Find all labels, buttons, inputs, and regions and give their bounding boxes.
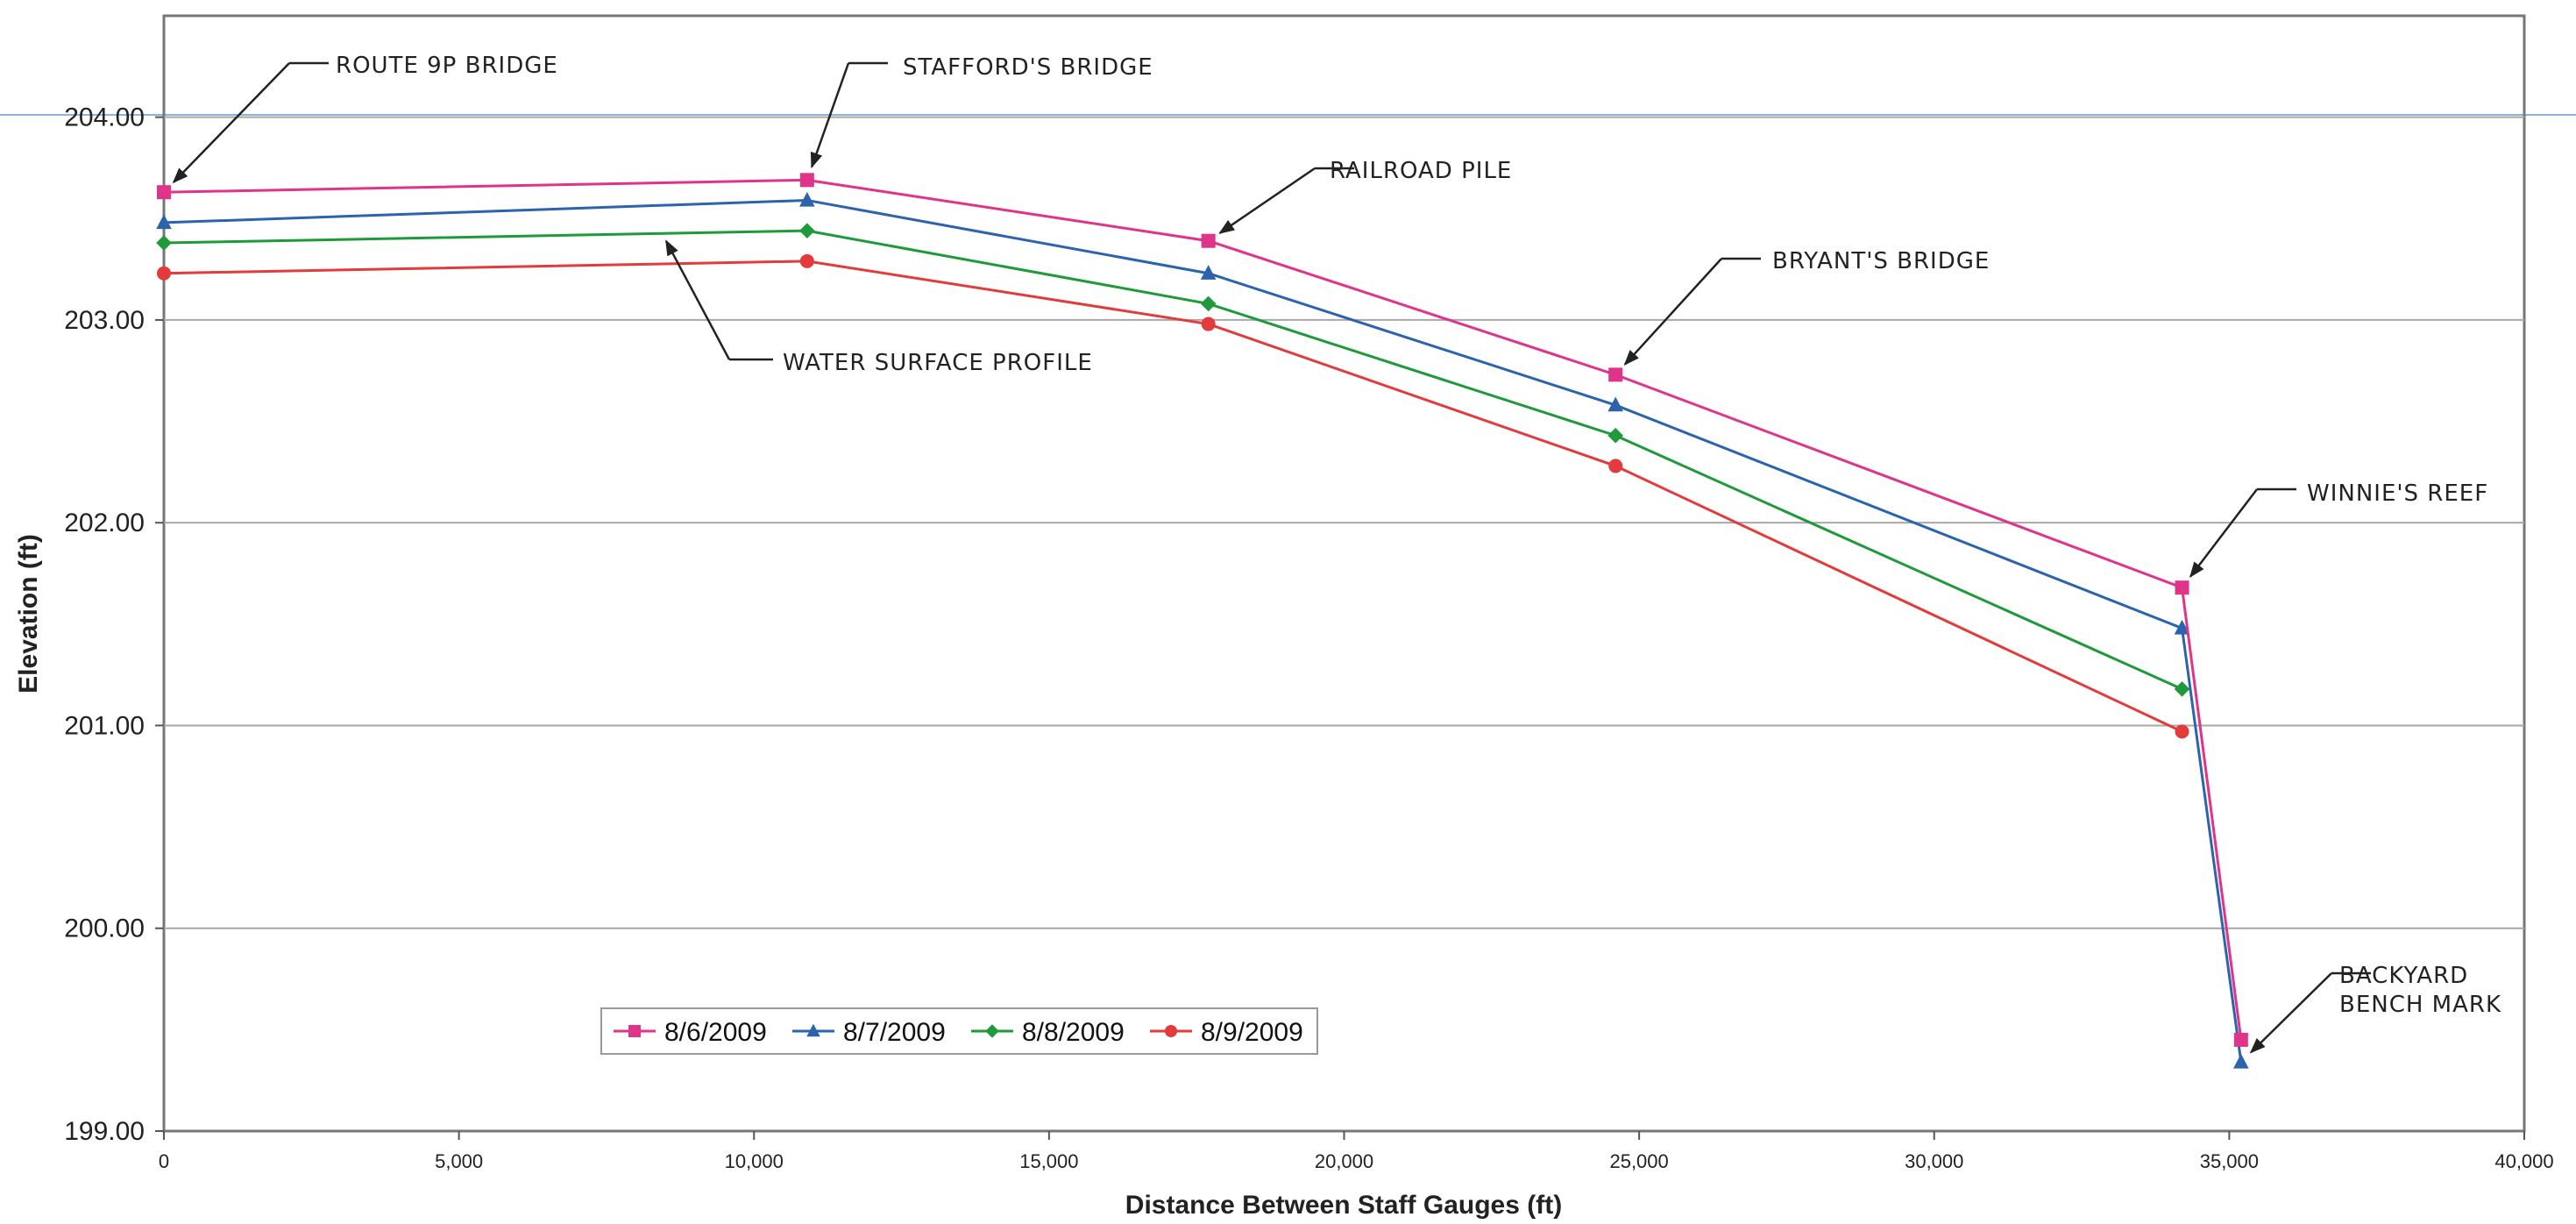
legend-swatch-marker xyxy=(985,1024,999,1038)
series-8-7-2009 xyxy=(156,191,2249,1069)
data-point xyxy=(799,173,814,188)
y-tick-label: 202.00 xyxy=(64,509,145,537)
data-point xyxy=(2174,619,2190,635)
legend-item: 8/7/2009 xyxy=(792,1018,946,1047)
x-tick-label: 15,000 xyxy=(1019,1150,1078,1172)
annotation-backyard-bench-mark: BACKYARD BENCH MARK xyxy=(2249,963,2501,1054)
legend-swatch-marker xyxy=(628,1025,641,1037)
y-tick-label: 201.00 xyxy=(64,711,145,740)
data-point xyxy=(156,235,172,251)
legend-item: 8/9/2009 xyxy=(1150,1018,1303,1047)
annotation-arrow xyxy=(2249,972,2332,1054)
annotation-arrow xyxy=(172,62,290,184)
grid-lines xyxy=(164,116,2524,929)
series-8-6-2009 xyxy=(157,173,2248,1047)
annotation-arrow xyxy=(2189,488,2258,579)
data-point xyxy=(1607,427,1623,444)
x-tick-label: 0 xyxy=(159,1150,169,1172)
data-point xyxy=(2174,681,2190,697)
data-point xyxy=(799,223,815,238)
series-line xyxy=(163,260,2183,733)
legend-swatch-marker xyxy=(806,1023,820,1037)
data-point xyxy=(1201,233,1216,248)
annotation-label: ROUTE 9P BRIDGE xyxy=(336,53,558,79)
annotation-label: WINNIE'S REEF xyxy=(2307,480,2488,507)
data-point xyxy=(1608,459,1623,473)
annotation-arrow xyxy=(1623,258,1722,366)
data-point xyxy=(2175,724,2189,739)
legend-label: 8/7/2009 xyxy=(843,1018,946,1047)
data-point xyxy=(1608,367,1623,382)
annotations: ROUTE 9P BRIDGE STAFFORD'S BRIDGE RAILROAD… xyxy=(172,53,2501,1054)
data-point xyxy=(2233,1053,2249,1069)
x-tick-label: 10,000 xyxy=(725,1150,784,1172)
y-tick-label: 203.00 xyxy=(64,306,145,335)
annotation-label: BACKYARD xyxy=(2339,963,2468,989)
x-axis: 0 5,000 10,000 15,000 20,000 25,000 30,000 35,0… xyxy=(159,1131,2554,1172)
series-line xyxy=(163,198,2243,1063)
x-tick-label: 25,000 xyxy=(1609,1150,1668,1172)
annotation-arrow xyxy=(1218,167,1316,234)
annotation-water-surface-profile: WATER SURFACE PROFILE xyxy=(664,239,1093,376)
y-tick-label: 200.00 xyxy=(64,914,145,943)
series-line xyxy=(163,178,2243,1041)
data-point xyxy=(157,266,171,281)
data-point xyxy=(799,191,815,207)
series-8-8-2009 xyxy=(156,223,2190,697)
x-tick-label: 30,000 xyxy=(1905,1150,1963,1172)
legend-label: 8/9/2009 xyxy=(1201,1018,1303,1047)
y-axis: 199.00 200.00 201.00 202.00 203.00 204.00 xyxy=(64,103,164,1146)
x-tick-label: 40,000 xyxy=(2494,1150,2553,1172)
annotation-winnies-reef: WINNIE'S REEF xyxy=(2189,480,2488,579)
series-layer xyxy=(156,173,2249,1069)
annotation-arrow xyxy=(810,62,850,169)
annotation-route-9p-bridge: ROUTE 9P BRIDGE xyxy=(172,53,558,184)
legend: 8/6/2009 8/7/2009 8/8/2009 8/9/2009 xyxy=(600,1007,1318,1055)
data-point xyxy=(156,214,172,230)
data-point xyxy=(2175,580,2189,595)
data-point xyxy=(1201,317,1216,331)
legend-item: 8/6/2009 xyxy=(614,1018,767,1047)
annotation-arrow xyxy=(664,239,731,360)
data-point xyxy=(1200,295,1217,312)
data-point xyxy=(799,253,814,268)
annotation-railroad-pile: RAILROAD PILE xyxy=(1218,158,1512,234)
y-tick-label: 204.00 xyxy=(64,103,145,132)
annotation-label: STAFFORD'S BRIDGE xyxy=(903,54,1153,81)
series-8-9-2009 xyxy=(157,253,2189,739)
data-point xyxy=(1200,265,1217,280)
x-axis-title: Distance Between Staff Gauges (ft) xyxy=(1125,1191,1562,1220)
annotation-label: BRYANT'S BRIDGE xyxy=(1772,248,1990,274)
annotation-bryants-bridge: BRYANT'S BRIDGE xyxy=(1623,248,1990,366)
annotation-label: WATER SURFACE PROFILE xyxy=(783,350,1093,376)
series-line xyxy=(163,229,2183,691)
legend-box xyxy=(600,1007,1318,1055)
legend-item: 8/8/2009 xyxy=(971,1018,1125,1047)
x-tick-label: 5,000 xyxy=(435,1150,483,1172)
legend-swatch-marker xyxy=(1165,1025,1177,1037)
data-point xyxy=(1607,396,1623,412)
data-point xyxy=(157,185,171,200)
x-tick-label: 20,000 xyxy=(1315,1150,1373,1172)
x-tick-label: 35,000 xyxy=(2200,1150,2259,1172)
annotation-label: BENCH MARK xyxy=(2339,992,2501,1018)
y-tick-label: 199.00 xyxy=(64,1117,145,1146)
annotation-label: RAILROAD PILE xyxy=(1330,158,1512,184)
y-axis-title: Elevation (ft) xyxy=(14,534,43,694)
legend-label: 8/8/2009 xyxy=(1022,1018,1125,1047)
legend-label: 8/6/2009 xyxy=(664,1018,767,1047)
data-point xyxy=(2233,1032,2248,1047)
annotation-staffords-bridge: STAFFORD'S BRIDGE xyxy=(810,54,1153,169)
